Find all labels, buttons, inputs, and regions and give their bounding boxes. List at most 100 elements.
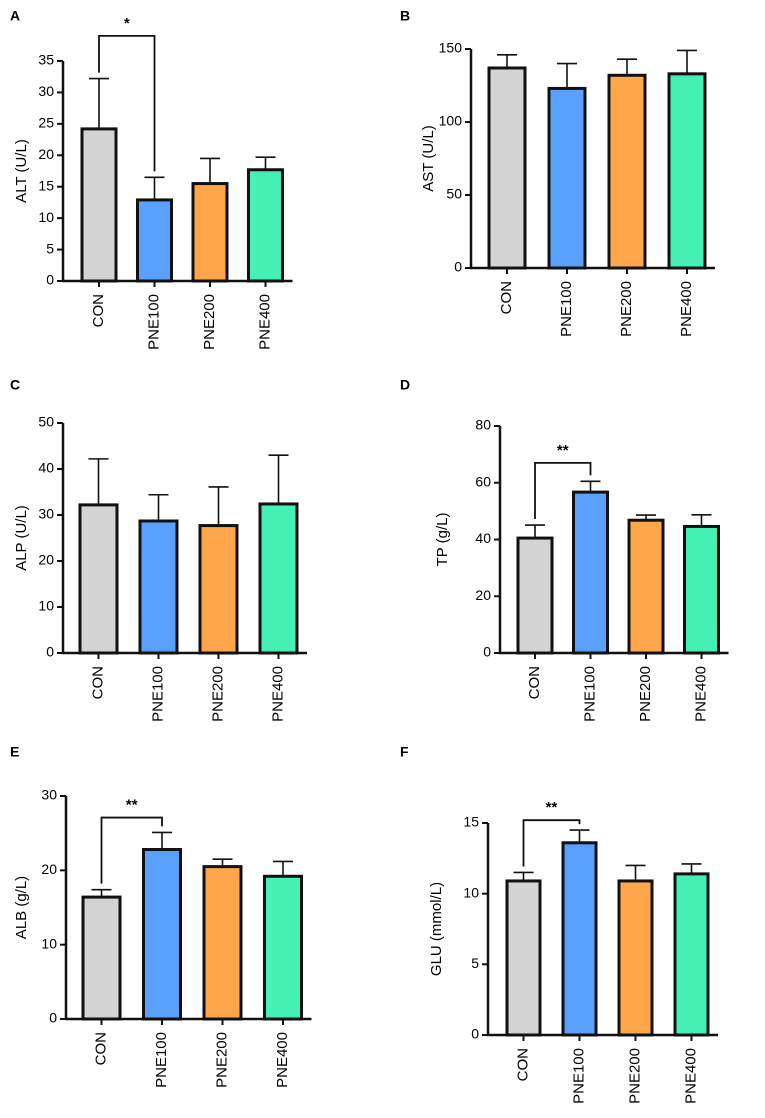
bar-pne100 xyxy=(142,848,182,1021)
bar-con xyxy=(516,536,554,655)
y-tick-label: 0 xyxy=(471,1026,479,1042)
bar-pne400 xyxy=(247,168,284,283)
y-tick-label: 20 xyxy=(38,146,54,162)
y-tick-label: 35 xyxy=(38,52,54,68)
y-tick-label: 10 xyxy=(41,935,57,951)
x-tick-label-pne200: PNE200 xyxy=(201,294,218,350)
y-tick-label: 60 xyxy=(475,473,491,489)
y-axis-label: ALT (U/L) xyxy=(13,139,30,203)
significance-label: ** xyxy=(557,442,569,459)
y-tick-label: 10 xyxy=(38,598,54,614)
y-tick-label: 40 xyxy=(38,460,54,476)
bar-pne100 xyxy=(572,490,609,655)
y-axis-label: AST (U/L) xyxy=(420,125,437,191)
x-tick-label-con: CON xyxy=(498,281,515,314)
x-tick-label-pne200: PNE200 xyxy=(626,1048,643,1104)
significance-bracket xyxy=(534,461,592,520)
x-tick-label-con: CON xyxy=(92,1032,109,1065)
bar-pne200 xyxy=(607,73,647,270)
y-tick-label: 0 xyxy=(46,272,54,288)
x-tick-label-pne100: PNE100 xyxy=(570,1048,587,1104)
significance-bracket xyxy=(522,819,581,867)
bar-pne100 xyxy=(138,519,179,655)
bar-pne100 xyxy=(547,86,587,270)
x-tick-label-pne100: PNE100 xyxy=(145,294,162,350)
panel-label: A xyxy=(10,8,20,24)
chart-panel-e: E ALB (g/L) CON PNE100 PNE200 PNE400 0 10 20 30 ** xyxy=(10,744,312,1088)
y-tick-label: 0 xyxy=(483,644,491,660)
y-axis-label: GLU (mmol/L) xyxy=(428,882,445,976)
y-tick-label: 10 xyxy=(463,884,479,900)
significance-label: ** xyxy=(126,797,138,814)
panel-label: C xyxy=(10,377,20,393)
y-tick-label: 15 xyxy=(38,177,54,193)
y-axis-label: ALP (U/L) xyxy=(13,505,30,571)
chart-panel-f: F GLU (mmol/L) CON PNE100 PNE200 PNE400 0 5 10 15… xyxy=(400,744,718,1104)
y-tick-label: 50 xyxy=(446,186,462,202)
significance-bracket xyxy=(100,816,163,884)
bar-con xyxy=(487,66,527,270)
y-tick-label: 80 xyxy=(475,417,491,433)
y-axis-label: ALB (g/L) xyxy=(13,876,30,939)
y-tick-label: 20 xyxy=(41,861,57,877)
chart-panel-b: B AST (U/L) CON PNE100 PNE200 PNE400 0 50 100 150 xyxy=(400,8,715,337)
significance-bracket xyxy=(98,34,156,172)
bar-pne200 xyxy=(191,182,229,283)
y-tick-label: 100 xyxy=(439,113,463,129)
bar-con xyxy=(80,127,118,283)
y-tick-label: 25 xyxy=(38,115,54,131)
bar-pne400 xyxy=(683,524,720,655)
y-tick-label: 0 xyxy=(46,644,54,660)
y-tick-label: 40 xyxy=(475,530,491,546)
y-tick-label: 15 xyxy=(463,814,479,830)
x-tick-label-pne400: PNE400 xyxy=(692,666,709,722)
panel-label: D xyxy=(400,377,410,393)
x-tick-label-pne400: PNE400 xyxy=(274,1032,291,1088)
y-tick-label: 30 xyxy=(38,83,54,99)
y-tick-label: 30 xyxy=(41,787,57,803)
chart-panel-a: A ALT (U/L) CON PNE100 PNE200 PNE400 0 5 10 15 20 2… xyxy=(10,8,293,350)
bar-pne400 xyxy=(263,874,303,1021)
y-tick-label: 20 xyxy=(475,587,491,603)
x-tick-label-pne200: PNE200 xyxy=(213,1032,230,1088)
bar-con xyxy=(78,503,119,655)
y-tick-label: 5 xyxy=(46,240,54,256)
chart-panel-d: D TP (g/L) CON PNE100 PNE200 PNE400 0 20 40 60 80 *… xyxy=(400,377,729,722)
bar-pne200 xyxy=(617,879,654,1037)
panel-label: B xyxy=(400,8,410,24)
bar-pne100 xyxy=(561,841,598,1037)
x-tick-label-con: CON xyxy=(89,666,106,699)
x-tick-label-con: CON xyxy=(526,666,543,699)
chart-panel-c: C ALP (U/L) CON PNE100 PNE200 PNE400 0 10 20 30 40… xyxy=(10,377,307,722)
x-tick-label-pne400: PNE400 xyxy=(256,294,273,350)
y-axis-label: TP (g/L) xyxy=(434,513,451,567)
bar-pne200 xyxy=(202,865,243,1021)
x-tick-label-pne400: PNE400 xyxy=(269,666,286,722)
x-tick-label-con: CON xyxy=(514,1048,531,1081)
bar-pne100 xyxy=(136,198,173,283)
bar-con xyxy=(505,879,542,1037)
x-tick-label-pne200: PNE200 xyxy=(618,281,635,337)
x-tick-label-pne100: PNE100 xyxy=(558,281,575,337)
bar-pne200 xyxy=(198,524,239,655)
x-tick-label-pne100: PNE100 xyxy=(153,1032,170,1088)
panel-label: E xyxy=(10,744,19,760)
significance-label: * xyxy=(124,15,130,32)
bar-pne400 xyxy=(258,502,299,655)
y-tick-label: 5 xyxy=(471,955,479,971)
bar-con xyxy=(81,895,122,1021)
x-tick-label-pne100: PNE100 xyxy=(149,666,166,722)
y-tick-label: 0 xyxy=(454,259,462,275)
bar-pne400 xyxy=(673,872,710,1037)
y-tick-label: 20 xyxy=(38,552,54,568)
significance-label: ** xyxy=(546,799,558,816)
y-tick-label: 10 xyxy=(38,209,54,225)
panel-label: F xyxy=(400,744,409,760)
x-tick-label-pne400: PNE400 xyxy=(678,281,695,337)
y-tick-label: 150 xyxy=(439,40,463,56)
x-tick-label-pne200: PNE200 xyxy=(637,666,654,722)
y-tick-label: 30 xyxy=(38,506,54,522)
bar-pne400 xyxy=(667,72,707,270)
x-tick-label-pne200: PNE200 xyxy=(209,666,226,722)
